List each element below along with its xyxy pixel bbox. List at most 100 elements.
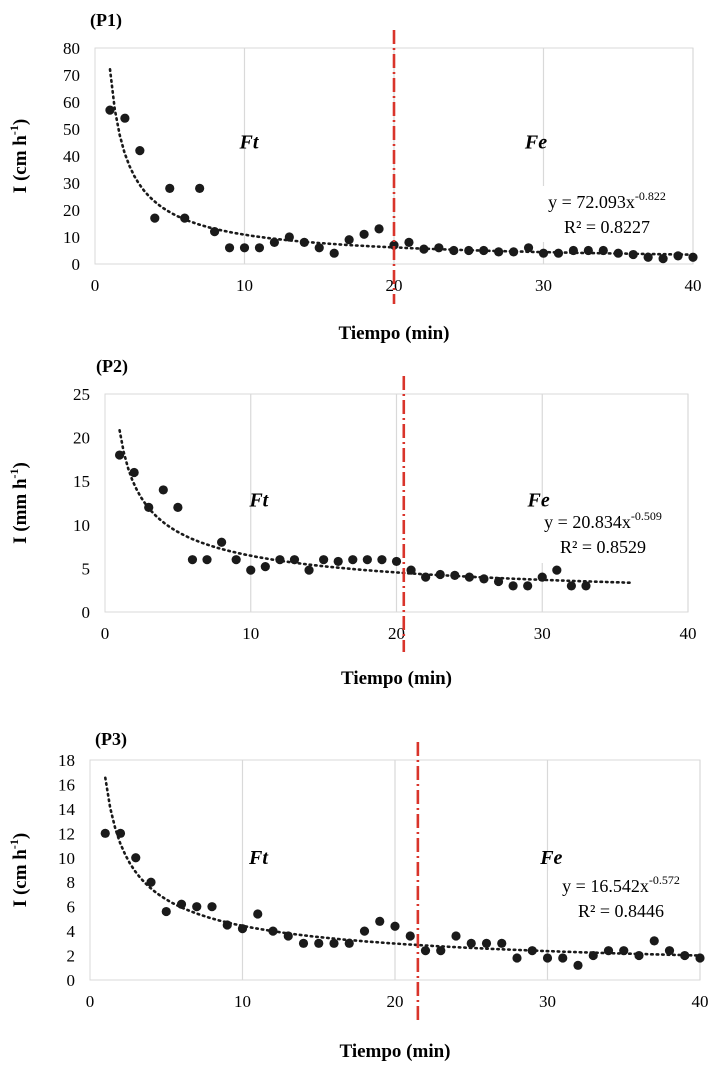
x-tick-label: 10	[236, 276, 253, 295]
data-point	[359, 926, 370, 936]
y-tick-label: 5	[82, 559, 91, 578]
data-point	[165, 183, 175, 193]
data-point	[269, 237, 279, 247]
data-point	[105, 105, 115, 115]
x-tick-label: 20	[387, 992, 404, 1011]
y-tick-label: 20	[63, 201, 80, 220]
data-point	[222, 920, 232, 930]
data-point	[329, 248, 339, 258]
chart-p3: 0 10 20 30 40 0 2 4 6 8 10 12 14 16 18 (P3) Tiempo (min)…	[7, 729, 709, 1062]
data-point	[389, 240, 399, 250]
data-point	[224, 243, 235, 253]
y-tick-label: 60	[63, 93, 80, 112]
region-label-ft: Ft	[248, 489, 269, 511]
data-point	[405, 931, 415, 941]
data-point	[464, 245, 474, 256]
data-point	[421, 572, 431, 582]
x-tick-label: 0	[101, 624, 110, 643]
data-point	[649, 936, 659, 946]
data-point	[523, 581, 533, 591]
data-point	[479, 245, 489, 256]
x-tick-label: 0	[86, 992, 95, 1011]
data-point	[239, 243, 250, 253]
data-point	[508, 247, 519, 257]
data-point	[202, 555, 212, 565]
y-tick-label: 8	[67, 873, 76, 892]
data-point	[375, 916, 385, 926]
y-tick-label: 30	[63, 174, 80, 193]
data-point	[298, 938, 309, 948]
data-point	[115, 828, 126, 838]
data-point	[680, 950, 690, 961]
data-point	[664, 946, 675, 956]
region-label-ft: Ft	[239, 132, 260, 154]
data-point	[493, 576, 504, 587]
data-point	[344, 938, 354, 948]
data-point	[497, 938, 507, 948]
data-point	[246, 565, 256, 575]
data-point	[420, 946, 431, 956]
y-tick-label: 18	[58, 751, 75, 770]
data-point	[299, 237, 309, 247]
data-point	[658, 254, 668, 264]
x-tick-label: 20	[386, 276, 403, 295]
x-tick-label: 40	[685, 276, 702, 295]
data-point	[581, 581, 591, 591]
r-squared: R² = 0.8227	[564, 217, 650, 237]
data-point	[158, 485, 168, 495]
x-axis-title: Tiempo (min)	[341, 668, 452, 689]
data-point	[558, 953, 568, 963]
panel-label: (P1)	[90, 10, 122, 31]
y-tick-label: 10	[58, 849, 75, 868]
y-tick-label: 4	[67, 922, 76, 941]
x-axis-title: Tiempo (min)	[339, 1041, 450, 1062]
data-point	[450, 570, 460, 580]
trend-equation: y = 20.834x-0.509	[544, 509, 662, 532]
data-point	[527, 946, 537, 956]
data-point	[135, 146, 145, 156]
x-tick-label: 40	[680, 624, 697, 643]
data-point	[552, 565, 562, 575]
trendline	[104, 776, 702, 957]
data-point	[404, 237, 414, 247]
data-point	[195, 183, 205, 193]
data-point	[114, 450, 125, 460]
y-tick-label: 14	[58, 800, 76, 819]
region-label-fe: Fe	[539, 847, 562, 869]
x-tick-label: 10	[242, 624, 259, 643]
data-point	[449, 245, 459, 256]
data-point	[434, 243, 444, 253]
y-tick-label: 10	[73, 516, 90, 535]
y-tick-label: 80	[63, 39, 80, 58]
data-point	[284, 232, 294, 242]
data-point	[129, 467, 139, 478]
data-point	[628, 249, 638, 260]
region-label-fe: Fe	[524, 132, 547, 154]
x-tick-label: 10	[234, 992, 251, 1011]
data-point	[192, 902, 202, 912]
y-tick-label: 2	[67, 947, 76, 966]
data-point	[436, 946, 446, 956]
r-squared: R² = 0.8446	[578, 901, 664, 921]
data-point	[362, 555, 372, 565]
y-tick-label: 70	[63, 66, 80, 85]
data-point	[583, 245, 593, 256]
panel-label: (P3)	[95, 729, 127, 750]
data-point	[314, 243, 324, 253]
data-point	[542, 953, 553, 963]
data-point	[231, 555, 241, 565]
equation-box	[530, 507, 680, 563]
y-tick-label: 0	[72, 255, 81, 274]
data-point	[348, 555, 358, 565]
data-point	[253, 909, 263, 919]
x-axis-title: Tiempo (min)	[338, 323, 449, 344]
r-squared: R² = 0.8529	[560, 537, 646, 557]
data-point	[344, 235, 354, 245]
y-tick-label: 12	[58, 824, 75, 843]
y-tick-label: 15	[73, 472, 90, 491]
equation-box	[548, 871, 698, 927]
data-point	[619, 946, 629, 956]
data-point	[161, 906, 171, 917]
data-point	[131, 853, 141, 863]
